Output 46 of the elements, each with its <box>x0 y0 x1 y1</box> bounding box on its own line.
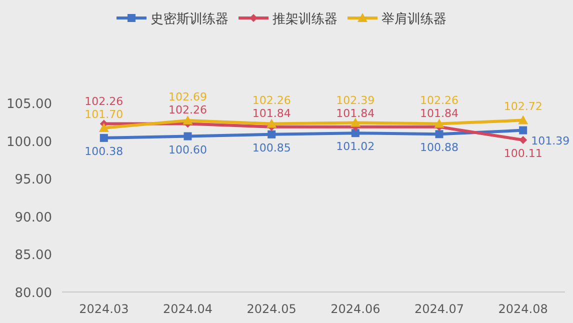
x-tick-label: 2024.07 <box>414 302 464 316</box>
data-label: 102.26 <box>168 104 207 117</box>
data-label: 100.11 <box>504 146 542 160</box>
data-label: 100.60 <box>168 143 207 156</box>
x-tick-label: 2024.08 <box>498 302 548 316</box>
point <box>519 136 528 144</box>
x-tick-label: 2024.06 <box>330 302 380 316</box>
point <box>519 126 528 134</box>
y-tick-label: 95.00 <box>14 172 52 188</box>
data-label: 102.39 <box>336 94 375 107</box>
data-label: 101.84 <box>252 106 291 120</box>
point <box>434 118 444 128</box>
x-tick-label: 2024.03 <box>79 302 129 316</box>
data-label: 101.84 <box>420 106 458 120</box>
data-label: 102.26 <box>420 94 458 107</box>
y-tick-label: 80.00 <box>14 286 52 301</box>
data-label: 101.39 <box>531 134 570 148</box>
data-label: 102.69 <box>168 90 207 104</box>
data-label: 102.72 <box>504 100 542 114</box>
legend-label: 举肩训练器 <box>382 11 446 27</box>
x-tick-label: 2024.04 <box>162 302 213 316</box>
legend-label: 史密斯训练器 <box>150 12 228 27</box>
data-label: 101.70 <box>84 108 124 121</box>
point <box>182 115 193 124</box>
data-label: 100.38 <box>84 144 124 158</box>
y-tick-label: 85.00 <box>14 248 52 264</box>
legend-label: 推架训练器 <box>272 12 338 27</box>
data-label: 100.85 <box>252 141 291 154</box>
point <box>100 134 108 142</box>
point <box>351 129 360 138</box>
data-label: 100.88 <box>420 141 458 154</box>
point <box>266 118 277 128</box>
y-tick-label: 100.00 <box>6 134 52 150</box>
x-tick-label: 2024.05 <box>246 302 296 316</box>
data-label: 102.26 <box>252 94 291 107</box>
point <box>98 122 109 132</box>
point <box>184 132 192 140</box>
point <box>518 115 528 124</box>
point <box>350 118 360 127</box>
point <box>268 130 276 138</box>
y-tick-label: 90.00 <box>14 210 52 226</box>
y-tick-label: 105.00 <box>6 97 52 112</box>
data-label: 101.02 <box>336 140 375 154</box>
point <box>435 130 444 138</box>
data-label: 101.84 <box>336 106 375 120</box>
data-label: 102.26 <box>84 94 124 108</box>
